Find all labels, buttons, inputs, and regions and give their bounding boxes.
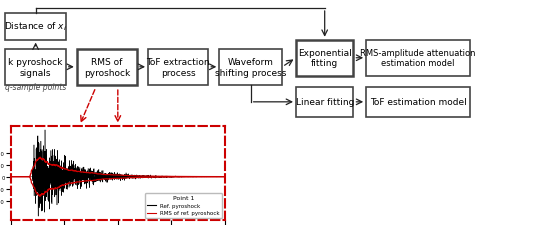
FancyBboxPatch shape — [366, 40, 470, 76]
Text: RMS of
pyroshock: RMS of pyroshock — [84, 58, 130, 77]
Text: RMS-amplitude attenuation
estimation model: RMS-amplitude attenuation estimation mod… — [361, 49, 476, 68]
Text: ToF estimation model: ToF estimation model — [370, 98, 466, 107]
FancyBboxPatch shape — [366, 88, 470, 117]
FancyBboxPatch shape — [5, 14, 66, 40]
Text: ToF extraction
process: ToF extraction process — [146, 58, 210, 77]
FancyBboxPatch shape — [77, 50, 137, 86]
Text: k pyroshock
signals: k pyroshock signals — [8, 58, 63, 77]
Text: Linear fitting: Linear fitting — [295, 98, 354, 107]
Legend: Ref. pyroshock, RMS of ref. pyroshock: Ref. pyroshock, RMS of ref. pyroshock — [145, 193, 222, 218]
Text: Exponential
fitting: Exponential fitting — [298, 49, 352, 68]
FancyBboxPatch shape — [296, 40, 353, 76]
Text: Distance of $x_i$: Distance of $x_i$ — [4, 21, 67, 33]
FancyBboxPatch shape — [5, 50, 66, 86]
Text: q-sample points: q-sample points — [5, 83, 67, 92]
Text: Waveform
shifting process: Waveform shifting process — [215, 58, 287, 77]
FancyBboxPatch shape — [219, 50, 282, 86]
FancyBboxPatch shape — [296, 88, 353, 117]
FancyBboxPatch shape — [148, 50, 208, 86]
